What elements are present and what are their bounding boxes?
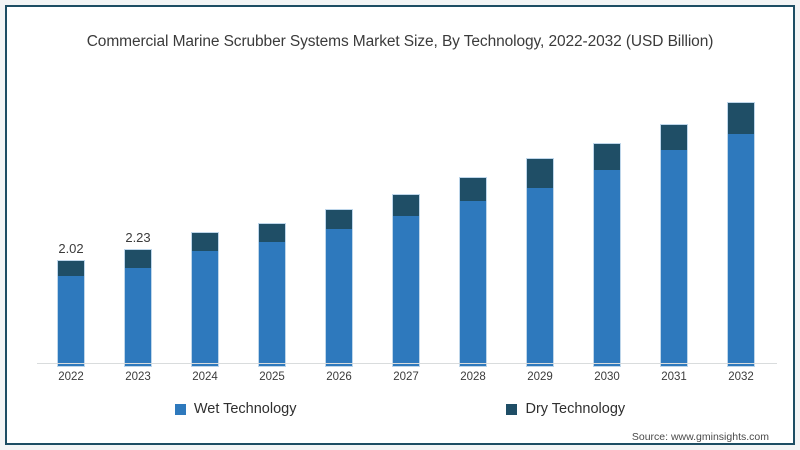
bar-segment-wet-2028[interactable] bbox=[459, 200, 487, 367]
bar-segment-wet-2026[interactable] bbox=[325, 228, 353, 367]
bar-segment-dry-2028[interactable] bbox=[459, 176, 487, 201]
bar-segment-dry-2027[interactable] bbox=[392, 194, 420, 217]
x-axis-baseline bbox=[37, 363, 777, 364]
bar-segment-wet-2031[interactable] bbox=[660, 150, 688, 367]
bar-segment-wet-2023[interactable] bbox=[124, 267, 152, 367]
bar-group-2022[interactable] bbox=[57, 260, 85, 367]
x-axis-label-2030: 2030 bbox=[594, 371, 620, 383]
plot-area: 2.02 2.23 bbox=[37, 67, 772, 367]
x-axis-label-2025: 2025 bbox=[259, 371, 285, 383]
bar-segment-wet-2027[interactable] bbox=[392, 216, 420, 367]
bar-segment-dry-2032[interactable] bbox=[727, 102, 755, 135]
x-axis-label-2027: 2027 bbox=[393, 371, 419, 383]
bar-segment-wet-2025[interactable] bbox=[258, 242, 286, 367]
chart-card: Commercial Marine Scrubber Systems Marke… bbox=[5, 5, 795, 445]
bar-group-2027[interactable] bbox=[392, 194, 420, 367]
bar-segment-dry-2025[interactable] bbox=[258, 223, 286, 243]
bar-group-2026[interactable] bbox=[325, 208, 353, 367]
bar-segment-wet-2032[interactable] bbox=[727, 134, 755, 367]
bar-segment-dry-2030[interactable] bbox=[593, 143, 621, 171]
bar-value-label-2023: 2.23 bbox=[125, 230, 151, 246]
x-axis-label-2026: 2026 bbox=[326, 371, 352, 383]
bar-segment-wet-2024[interactable] bbox=[191, 250, 219, 367]
x-axis-label-2024: 2024 bbox=[192, 371, 218, 383]
legend-item-dry-technology[interactable]: Dry Technology bbox=[506, 401, 625, 417]
bar-group-2030[interactable] bbox=[593, 143, 621, 367]
bar-group-2031[interactable] bbox=[660, 123, 688, 367]
legend-label: Dry Technology bbox=[525, 401, 626, 417]
bar-segment-wet-2029[interactable] bbox=[526, 187, 554, 367]
x-axis-label-2022: 2022 bbox=[58, 371, 84, 383]
legend-label: Wet Technology bbox=[193, 401, 297, 417]
x-axis-label-2032: 2032 bbox=[728, 371, 754, 383]
x-axis-label-2028: 2028 bbox=[460, 371, 486, 383]
bar-group-2028[interactable] bbox=[459, 176, 487, 367]
source-attribution: Source: www.gminsights.com bbox=[631, 431, 769, 443]
legend-item-wet-technology[interactable]: Wet Technology bbox=[174, 401, 297, 417]
bar-segment-dry-2031[interactable] bbox=[660, 123, 688, 151]
legend-swatch-icon bbox=[174, 403, 186, 415]
x-axis-label-2029: 2029 bbox=[527, 371, 553, 383]
bar-group-2024[interactable] bbox=[191, 231, 219, 367]
bar-segment-wet-2030[interactable] bbox=[593, 170, 621, 367]
legend-swatch-icon bbox=[506, 403, 518, 415]
bar-group-2029[interactable] bbox=[526, 158, 554, 367]
bar-segment-dry-2024[interactable] bbox=[191, 231, 219, 251]
bar-segment-wet-2022[interactable] bbox=[57, 276, 85, 367]
bar-segment-dry-2023[interactable] bbox=[124, 249, 152, 268]
x-axis-label-2031: 2031 bbox=[661, 371, 687, 383]
bar-group-2025[interactable] bbox=[258, 223, 286, 367]
x-axis-label-2023: 2023 bbox=[125, 371, 151, 383]
bar-group-2032[interactable] bbox=[727, 102, 755, 367]
bar-value-label-2022: 2.02 bbox=[58, 241, 84, 257]
bar-segment-dry-2026[interactable] bbox=[325, 208, 353, 229]
bar-segment-dry-2029[interactable] bbox=[526, 158, 554, 188]
bar-group-2023[interactable] bbox=[124, 249, 152, 367]
chart-legend: Wet Technology Dry Technology bbox=[7, 401, 793, 417]
bar-segment-dry-2022[interactable] bbox=[57, 260, 85, 277]
chart-title: Commercial Marine Scrubber Systems Marke… bbox=[86, 33, 714, 50]
